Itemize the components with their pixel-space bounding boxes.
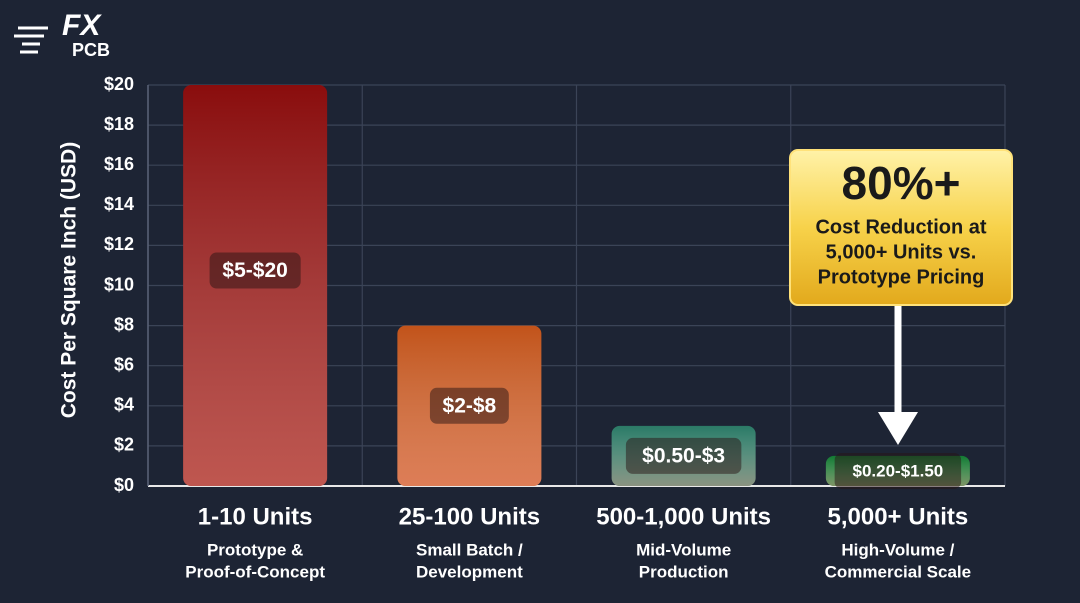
y-tick-label: $2 xyxy=(114,435,134,455)
y-tick-label: $8 xyxy=(114,314,134,334)
value-label: $2-$8 xyxy=(443,394,497,417)
annotation-line: Cost Reduction at xyxy=(815,216,986,238)
plot-area: $0 $2 $4 $6 $8 $10 $12 $14 $16 $18 $20 1-10 Units Pr… xyxy=(104,74,1006,581)
annotation-line: Prototype Pricing xyxy=(818,266,985,288)
value-label-pill xyxy=(625,437,742,474)
logo: FX PCB xyxy=(14,9,110,60)
x-tick-sublabel: Prototype & xyxy=(207,540,303,559)
annotation-line: 5,000+ Units vs. xyxy=(826,241,977,263)
x-tick-sublabel: High-Volume / xyxy=(841,540,954,559)
value-label-pill xyxy=(209,252,301,289)
annotation-box xyxy=(789,149,1013,306)
value-label: $0.50-$3 xyxy=(642,444,725,467)
value-label: $0.20-$1.50 xyxy=(853,461,944,480)
logo-bottom: PCB xyxy=(72,40,110,60)
y-axis-label: Cost Per Square Inch (USD) xyxy=(58,142,81,419)
value-label-pill xyxy=(834,452,962,489)
x-tick-sublabel: Commercial Scale xyxy=(825,562,971,581)
annotation: 80%+ Cost Reduction at 5,000+ Units vs. … xyxy=(789,149,1013,445)
logo-lines xyxy=(14,26,48,54)
y-tick-label: $4 xyxy=(114,395,134,415)
x-tick-sublabel: Proof-of-Concept xyxy=(185,562,325,581)
y-tick-label: $0 xyxy=(114,475,134,495)
y-tick-label: $12 xyxy=(104,234,134,254)
x-tick-sublabel: Development xyxy=(416,562,523,581)
value-label-pill xyxy=(429,387,509,424)
x-tick-sublabel: Mid-Volume xyxy=(636,540,731,559)
annotation-headline: 80%+ xyxy=(842,157,961,209)
value-label: $5-$20 xyxy=(222,259,287,282)
y-tick-label: $10 xyxy=(104,274,134,294)
y-tick-label: $20 xyxy=(104,74,134,94)
y-tick-label: $14 xyxy=(104,194,134,214)
x-tick-sublabel: Production xyxy=(639,562,729,581)
arrow-head xyxy=(878,412,918,445)
y-tick-label: $18 xyxy=(104,114,134,134)
x-tick-label: 500-1,000 Units xyxy=(596,503,771,530)
y-tick-label: $6 xyxy=(114,354,134,374)
x-tick-label: 1-10 Units xyxy=(198,503,313,530)
x-tick-sublabel: Small Batch / xyxy=(416,540,523,559)
x-tick-label: 25-100 Units xyxy=(399,503,540,530)
x-tick-label: 5,000+ Units xyxy=(828,503,969,530)
y-tick-label: $16 xyxy=(104,154,134,174)
logo-top: FX xyxy=(62,9,102,42)
